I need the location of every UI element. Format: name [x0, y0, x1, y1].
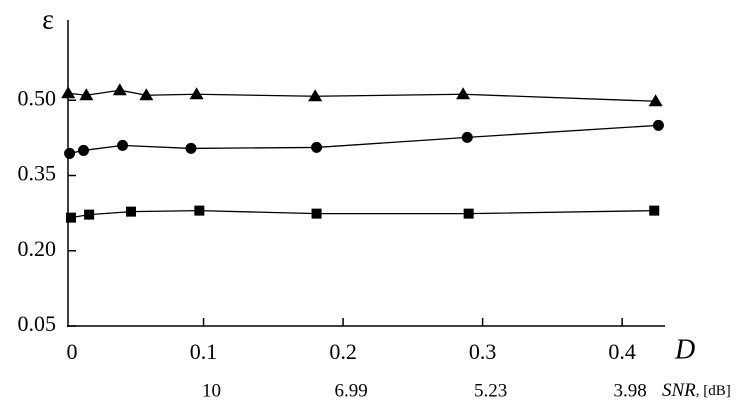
- circle-marker: [311, 141, 323, 153]
- series-line: [68, 89, 656, 102]
- x2-label: SNR: [662, 380, 696, 401]
- square-marker: [84, 209, 95, 220]
- y-tick-label: 0.35: [18, 161, 57, 186]
- x2-unit: , [dB]: [696, 383, 731, 399]
- x-tick-label: 0.4: [608, 339, 636, 364]
- square-marker: [194, 205, 205, 216]
- circle-marker: [78, 144, 90, 156]
- circle-marker: [461, 131, 473, 143]
- circle-marker: [117, 139, 129, 151]
- x-tick-label: 0.2: [329, 339, 357, 364]
- square-marker: [125, 206, 136, 217]
- x-tick-label: 0.1: [190, 339, 218, 364]
- series-line: [70, 209, 655, 219]
- x2-tick-label: 5.23: [474, 380, 507, 401]
- triangle-marker: [456, 87, 471, 100]
- square-marker: [311, 208, 322, 219]
- triangle-marker: [112, 83, 127, 96]
- circle-marker: [652, 119, 664, 131]
- triangle-marker: [61, 86, 76, 99]
- triangle-marker: [79, 88, 94, 101]
- x2-tick-label: 10: [202, 380, 221, 401]
- series-line: [69, 124, 659, 155]
- square-marker: [65, 212, 76, 223]
- x2-tick-label: 6.99: [334, 380, 367, 401]
- circle-marker: [64, 147, 76, 159]
- square-marker: [649, 205, 660, 216]
- y-tick-label: 0.50: [18, 85, 57, 110]
- x2-tick-label: 3.98: [614, 380, 647, 401]
- triangle-marker: [308, 89, 323, 102]
- triangle-marker: [648, 94, 663, 107]
- circle-marker: [185, 142, 197, 154]
- square-marker: [463, 208, 474, 219]
- x-tick-label: 0: [67, 339, 78, 364]
- y-tick-label: 0.20: [18, 236, 57, 261]
- x2-axis-label: SNR, [dB]: [662, 380, 731, 401]
- y-axis-label: ε: [42, 4, 54, 35]
- triangle-marker: [189, 87, 204, 100]
- x-axis-label: D: [674, 334, 695, 365]
- triangle-marker: [139, 88, 154, 101]
- x-tick-label: 0.3: [469, 339, 497, 364]
- y-tick-label: 0.05: [18, 311, 57, 336]
